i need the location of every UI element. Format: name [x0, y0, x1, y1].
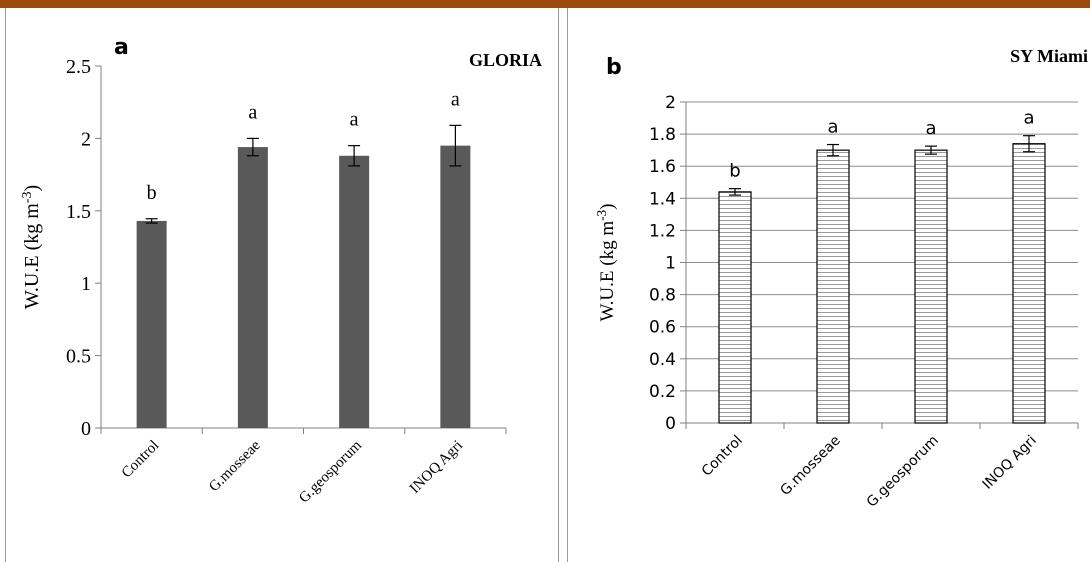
- chart-a-significance-label: a: [350, 109, 359, 131]
- chart-a-title: GLORIA: [469, 50, 542, 70]
- chart-a-ytick-label: 0: [81, 418, 91, 440]
- chart-a-ytick-label: 1.5: [66, 201, 91, 223]
- chart-b-category-label: INOQ Agri: [980, 433, 1040, 493]
- chart-b-ytick-label: 0.4: [649, 350, 676, 370]
- chart-a-significance-label: b: [147, 182, 157, 204]
- chart-a-y-axis-label-close: ): [21, 185, 43, 192]
- chart-a-bar: [339, 155, 370, 428]
- chart-b-panel-label: b: [606, 55, 622, 80]
- chart-b-ytick-label: 0.2: [649, 382, 676, 402]
- chart-b-ytick-label: 0.8: [649, 286, 676, 306]
- chart-b-significance-label: a: [1023, 108, 1034, 129]
- chart-a-bar: [136, 220, 167, 428]
- chart-b-bar: [816, 149, 850, 424]
- chart-a-ytick-label: 0.5: [66, 346, 91, 368]
- chart-a-ytick-label: 1: [81, 273, 91, 295]
- chart-b-bar: [718, 191, 752, 424]
- chart-a-ytick-label: 2.5: [66, 56, 91, 78]
- chart-b-ytick-label: 1.8: [649, 125, 676, 145]
- chart-b-ytick-label: 1: [665, 253, 676, 273]
- chart-b-ytick-label: 1.2: [649, 221, 676, 241]
- chart-a-category-label: G.geosporum: [296, 437, 365, 506]
- chart-b-y-axis-label-close: ): [597, 203, 618, 209]
- chart-b-ytick-label: 0.6: [649, 318, 676, 338]
- chart-b-significance-label: a: [925, 118, 936, 139]
- top-rule: [0, 0, 1090, 8]
- chart-a-y-axis-label: W.U.E (kg m-3): [20, 185, 43, 309]
- chart-b-category-label: G.geosporum: [864, 433, 942, 511]
- chart-panel-b: 0 0.2 0.4 0.6 0.8 1 1.2 1.4 1.6 1.8 2 b Control a G.mo…: [567, 8, 1090, 562]
- chart-b-ytick-label: 1.4: [649, 189, 676, 209]
- chart-a-category-label: Control: [119, 438, 163, 482]
- chart-b-ytick-label: 1.6: [649, 157, 676, 177]
- chart-a-svg: 0 0.5 1 1.5 2 2.5 b Control a G.mosseae a G.geospor…: [20, 35, 542, 506]
- chart-b-y-axis-label-text: W.U.E (kg m: [597, 221, 618, 322]
- chart-b-svg: 0 0.2 0.4 0.6 0.8 1 1.2 1.4 1.6 1.8 2 b Control a G.mo…: [594, 46, 1088, 511]
- chart-a-category-label: G.mosseae: [206, 437, 264, 495]
- chart-b-ytick-label: 2: [665, 93, 676, 113]
- chart-b-y-axis-label: W.U.E (kg m-3): [594, 203, 618, 321]
- chart-a-y-axis-label-superscript: -3: [20, 192, 35, 204]
- chart-b-significance-label: a: [827, 117, 838, 138]
- chart-b-category-label: G.mosseae: [777, 433, 843, 499]
- chart-a-bar: [237, 147, 268, 428]
- chart-b-ytick-label: 0: [665, 414, 676, 434]
- chart-a-category-label: INOQ Agri: [407, 438, 466, 497]
- chart-b-category-label: Control: [699, 433, 746, 480]
- chart-b-significance-label: b: [729, 161, 740, 182]
- chart-panel-a: 0 0.5 1 1.5 2 2.5 b Control a G.mosseae a G.geospor…: [5, 8, 559, 562]
- chart-b-bar: [914, 149, 948, 424]
- chart-a-y-axis-label-text: W.U.E (kg m: [21, 203, 43, 309]
- chart-a-panel-label: a: [114, 35, 129, 60]
- chart-b-y-axis-label-superscript: -3: [594, 209, 609, 220]
- chart-b-title: SY Miami: [1010, 46, 1088, 66]
- chart-a-bar: [440, 145, 471, 428]
- chart-a-ytick-label: 2: [81, 128, 91, 150]
- chart-a-significance-label: a: [248, 101, 257, 123]
- chart-b-bar: [1012, 143, 1046, 424]
- chart-a-significance-label: a: [451, 88, 460, 110]
